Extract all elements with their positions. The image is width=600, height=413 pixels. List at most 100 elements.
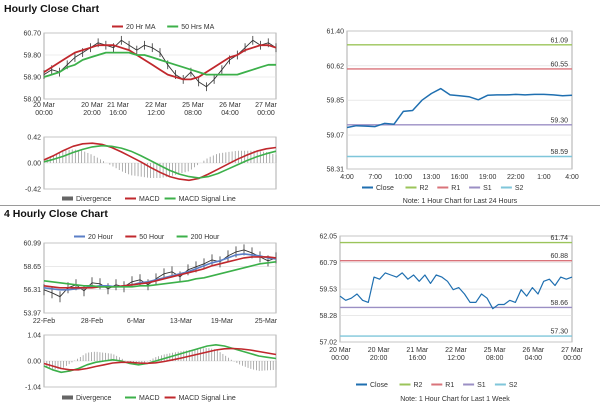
fourhourly-ma50-line	[43, 256, 277, 289]
fourhourly-close-level-label-r1: 60.88	[550, 253, 568, 260]
fourhourly-price-ytick-1: 58.65	[23, 264, 41, 271]
fourhourly-price-legend-label-0: 20 Hour	[88, 234, 114, 241]
fourhourly-close-xtick-time-6: 00:00	[563, 355, 581, 362]
fourhourly-price-xtick-5: 25-Mar	[255, 318, 278, 325]
hourly-section-title: Hourly Close Chart	[4, 3, 100, 15]
fourhourly-close-xtick-time-0: 00:00	[331, 355, 349, 362]
hourly-close-legend-label-1: R2	[420, 185, 429, 192]
fourhourly-ma200-line	[43, 261, 277, 288]
fourhourly-close-xtick-2: 21 Mar	[406, 347, 428, 354]
hourly-macd-legend-label-2: MACD Signal Line	[179, 196, 236, 203]
fourhourly-macd-ytick-2: -1.04	[25, 385, 41, 392]
fourhourly-close-xtick-time-4: 08:00	[486, 355, 504, 362]
fourhourly-close-legend-label-1: R2	[414, 382, 423, 389]
hourly-price-xtick-6: 27 Mar	[255, 102, 277, 109]
hourly-close-xtick-4: 16:00	[451, 174, 469, 181]
hourly-macd-line	[43, 142, 277, 182]
hourly-close-legend-label-0: Close	[376, 185, 394, 192]
fourhourly-close-legend-label-4: S2	[509, 382, 518, 389]
hourly-macd-ytick-1: 0.00	[27, 161, 41, 168]
hourly-macd-ytick-0: 0.42	[27, 135, 41, 142]
fourhourly-macd-legend-label-1: MACD	[139, 395, 160, 402]
hourly-close-ytick-4: 58.31	[326, 167, 344, 174]
fourhourly-price-ytick-3: 53.97	[23, 311, 41, 318]
fourhourly-close-xtick-time-5: 04:00	[525, 355, 543, 362]
fourhourly-price-xtick-1: 28-Feb	[81, 318, 103, 325]
fourhourly-macd-line	[43, 343, 277, 374]
fourhourly-price-xtick-2: 6-Mar	[127, 318, 146, 325]
hourly-price-xtick-5: 26 Mar	[219, 102, 241, 109]
hourly-price-ytick-2: 58.90	[23, 75, 41, 82]
section-divider	[0, 205, 600, 206]
fourhourly-macd-legend-label-0: Divergence	[76, 395, 112, 402]
hourly-ma20-line	[43, 44, 277, 81]
hourly-price-frame	[43, 32, 277, 100]
hourly-close-ytick-3: 59.07	[326, 133, 344, 140]
hourly-price-xtick-time-1: 20:00	[83, 110, 101, 117]
fourhourly-close-legend-label-2: R1	[445, 382, 454, 389]
hourly-price-xtick-2: 21 Mar	[107, 102, 129, 109]
fourhourly-close-xtick-1: 20 Mar	[368, 347, 390, 354]
hourly-close-level-label-s2: 58.59	[550, 149, 568, 156]
fourhourly-price-legend-label-1: 50 Hour	[139, 234, 165, 241]
fourhourly-close-level-label-s1: 58.66	[550, 300, 568, 307]
hourly-close-level-label-r1: 60.55	[550, 61, 568, 68]
fourhourly-close-xtick-0: 20 Mar	[329, 347, 351, 354]
fourhourly-price-line	[43, 249, 277, 298]
hourly-close-level-label-s1: 59.30	[550, 117, 568, 124]
fourhourly-macd-ytick-0: 1.04	[27, 333, 41, 340]
fourhourly-price-ytick-0: 60.99	[23, 241, 41, 248]
fourhourly-close-ytick-2: 59.53	[319, 287, 337, 294]
hourly-price-xtick-time-0: 00:00	[35, 110, 53, 117]
hourly-ma50-line	[43, 51, 276, 78]
hourly-price-xtick-time-5: 04:00	[221, 110, 239, 117]
hourly-close-legend-label-3: S1	[483, 185, 492, 192]
hourly-macd-legend-label-0: Divergence	[76, 196, 112, 203]
hourly-price-xtick-time-4: 08:00	[184, 110, 202, 117]
hourly-close-xtick-3: 13:00	[423, 174, 441, 181]
hourly-close-legend-label-2: R1	[451, 185, 460, 192]
fourhourly-close-note: Note: 1 Hour Chart for Last 1 Week	[400, 396, 510, 403]
hourly-macd-ytick-2: -0.42	[25, 187, 41, 194]
hourly-price-legend-label-0: 20 Hr MA	[126, 24, 156, 31]
fourhourly-macd-legend-label-2: MACD Signal Line	[179, 395, 236, 402]
fourhourly-close-level-label-r2: 61.74	[550, 235, 568, 242]
hourly-close-xtick-6: 22:00	[507, 174, 525, 181]
hourly-price-xtick-time-6: 00:00	[257, 110, 275, 117]
fourhourly-price-xtick-3: 13-Mar	[170, 318, 193, 325]
hourly-close-level-label-r2: 61.09	[550, 37, 568, 44]
hourly-price-ytick-1: 59.80	[23, 53, 41, 60]
fourhourly-section-title: 4 Hourly Close Chart	[4, 208, 108, 220]
hourly-price-ytick-0: 60.70	[23, 31, 41, 38]
fourhourly-price-ytick-2: 56.31	[23, 287, 41, 294]
hourly-close-ytick-1: 60.62	[326, 63, 344, 70]
hourly-close-ytick-2: 59.85	[326, 98, 344, 105]
hourly-price-xtick-0: 20 Mar	[33, 102, 55, 109]
fourhourly-close-legend-label-3: S1	[477, 382, 486, 389]
hourly-close-xtick-5: 19:00	[479, 174, 497, 181]
fourhourly-close-xtick-time-3: 12:00	[447, 355, 465, 362]
fourhourly-close-xtick-time-2: 16:00	[409, 355, 427, 362]
fourhourly-close-ytick-0: 62.05	[319, 234, 337, 241]
hourly-price-xtick-time-2: 16:00	[109, 110, 127, 117]
fourhourly-macd-ytick-1: 0.00	[27, 359, 41, 366]
fourhourly-close-xtick-time-1: 20:00	[370, 355, 388, 362]
hourly-close-xtick-1: 7:00	[368, 174, 382, 181]
hourly-close-note: Note: 1 Hour Chart for Last 24 Hours	[403, 198, 518, 205]
hourly-price-xtick-3: 22 Mar	[145, 102, 167, 109]
hourly-close-xtick-8: 4:00	[565, 174, 579, 181]
hourly-price-line	[43, 39, 277, 88]
hourly-price-xtick-time-3: 12:00	[147, 110, 165, 117]
hourly-price-ytick-3: 58.00	[23, 97, 41, 104]
fourhourly-close-ytick-3: 58.28	[319, 313, 337, 320]
fourhourly-close-xtick-4: 25 Mar	[484, 347, 506, 354]
hourly-close-ytick-0: 61.40	[326, 29, 344, 36]
hourly-macd-legend-label-1: MACD	[139, 196, 160, 203]
fourhourly-close-level-label-s2: 57.30	[550, 329, 568, 336]
hourly-close-xtick-0: 4:00	[340, 174, 354, 181]
hourly-close-legend-label-4: S2	[515, 185, 524, 192]
fourhourly-price-xtick-4: 19-Mar	[211, 318, 234, 325]
hourly-price-xtick-1: 20 Mar	[81, 102, 103, 109]
hourly-price-xtick-4: 25 Mar	[182, 102, 204, 109]
